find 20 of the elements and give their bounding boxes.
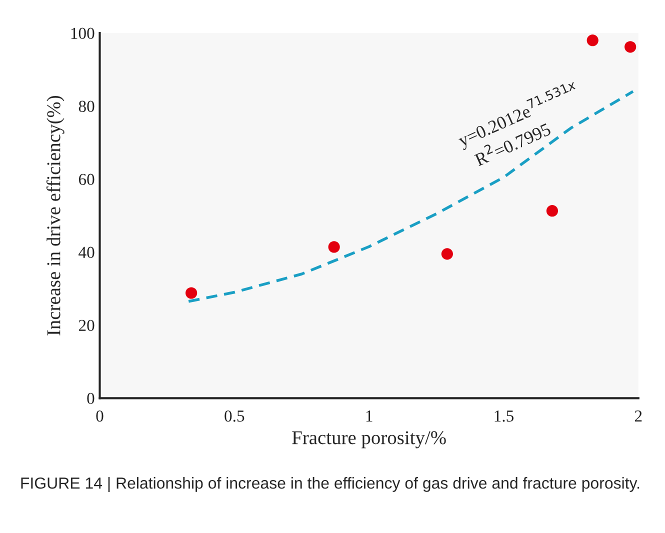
x-tick-label: 2 — [634, 410, 642, 422]
point — [328, 241, 340, 253]
point — [441, 248, 453, 260]
y-tick-label: 100 — [71, 28, 94, 39]
x-axis-title: Fracture porosity/% — [292, 431, 446, 448]
y-tick-label: 40 — [78, 246, 94, 258]
y-tick-label: 60 — [78, 174, 94, 186]
y-tick-label: 0 — [87, 392, 94, 404]
caption: FIGURE 14 | Relationship of increase in the efficiency of gas drive and fracture porosity. — [21, 477, 640, 492]
point — [586, 34, 598, 46]
y-axis-title: Increase in drive efficiency(%) — [46, 96, 64, 336]
x-tick-label: 1 — [366, 410, 372, 422]
y-tick-label: 20 — [78, 320, 94, 332]
point — [624, 41, 636, 53]
x-tick-label: 1.5 — [494, 410, 514, 422]
point — [546, 205, 558, 217]
point — [186, 287, 198, 299]
x-tick-label: 0.5 — [224, 410, 244, 422]
x-tick-label: 0 — [96, 410, 104, 422]
y-tick-label: 80 — [78, 100, 94, 112]
